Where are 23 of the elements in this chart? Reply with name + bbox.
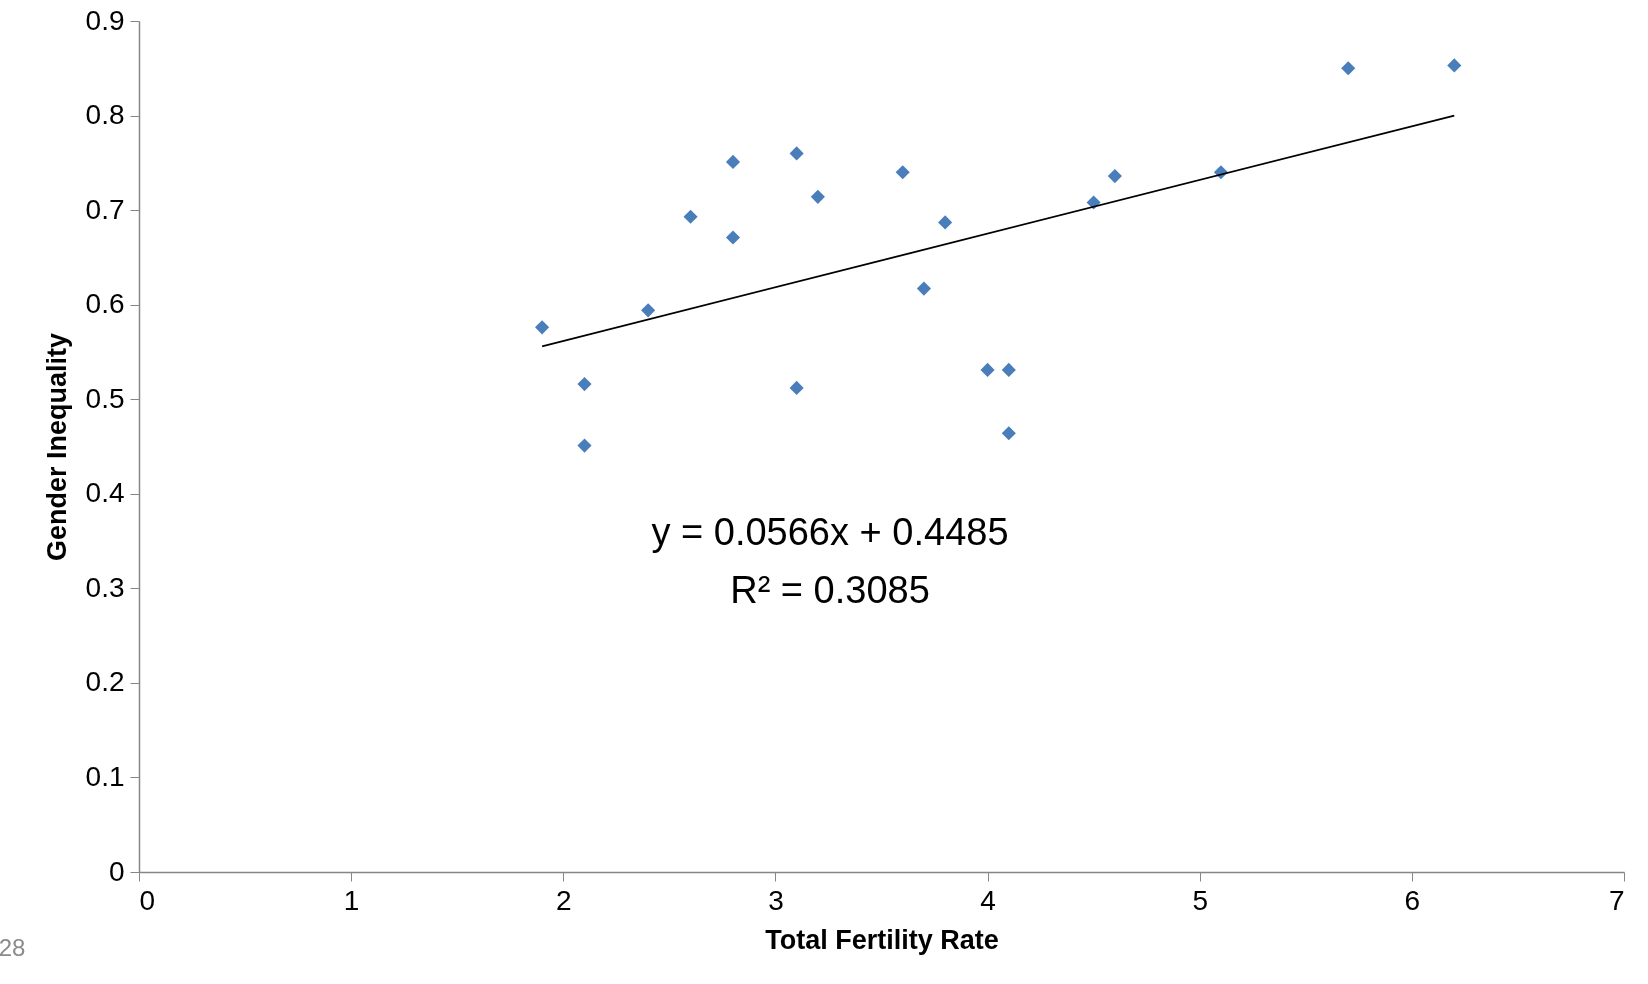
- x-tick-label: 4: [980, 884, 996, 916]
- y-tick-label: 0.1: [85, 760, 125, 792]
- x-tick-label: 0: [139, 884, 156, 916]
- x-tick-label: 6: [1404, 884, 1421, 916]
- x-tick-label: 7: [1608, 884, 1625, 916]
- y-tick-label: 0.3: [85, 571, 125, 603]
- y-tick-label: 0.5: [85, 382, 125, 414]
- y-axis-title: Gender Inequality: [41, 332, 72, 562]
- y-tick-label: 0.2: [85, 666, 125, 698]
- x-axis-title: Total Fertility Rate: [765, 924, 999, 955]
- text: 28: [0, 934, 26, 961]
- x-tick-label: 5: [1192, 884, 1208, 916]
- y-tick-label: 0: [108, 855, 125, 887]
- y-tick-label: 0.6: [85, 288, 125, 320]
- y-tick-label: 0.7: [85, 193, 125, 225]
- x-tick-label: 3: [768, 884, 784, 916]
- y-tick-label: 0.8: [85, 99, 125, 131]
- annotation: R² = 0.3085: [730, 569, 930, 611]
- x-tick-label: 2: [556, 884, 572, 916]
- y-tick-label: 0.9: [85, 4, 125, 36]
- y-tick-label: 0.4: [85, 477, 125, 509]
- annotation: y = 0.0566x + 0.4485: [651, 511, 1009, 553]
- x-tick-label: 1: [343, 884, 360, 916]
